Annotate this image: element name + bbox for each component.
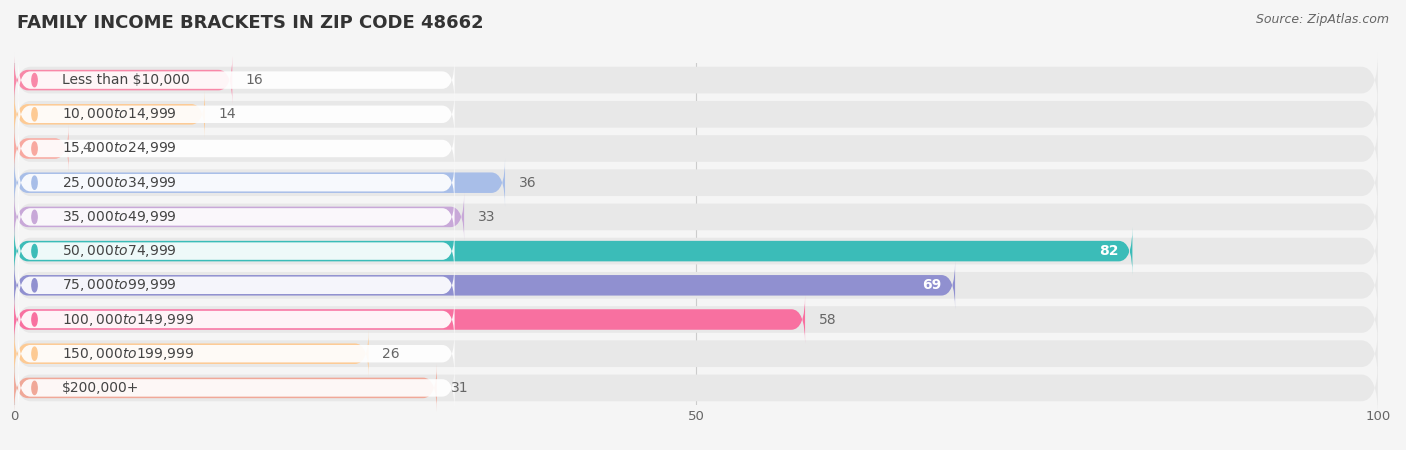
Text: 26: 26 <box>382 346 399 361</box>
Circle shape <box>32 347 37 360</box>
Circle shape <box>32 73 37 87</box>
FancyBboxPatch shape <box>18 332 454 376</box>
Circle shape <box>32 313 37 326</box>
Text: $75,000 to $99,999: $75,000 to $99,999 <box>62 277 177 293</box>
Text: $10,000 to $14,999: $10,000 to $14,999 <box>62 106 177 122</box>
FancyBboxPatch shape <box>18 263 454 307</box>
FancyBboxPatch shape <box>14 261 955 309</box>
FancyBboxPatch shape <box>14 90 205 138</box>
Text: FAMILY INCOME BRACKETS IN ZIP CODE 48662: FAMILY INCOME BRACKETS IN ZIP CODE 48662 <box>17 14 484 32</box>
Text: $15,000 to $24,999: $15,000 to $24,999 <box>62 140 177 157</box>
FancyBboxPatch shape <box>14 360 1378 416</box>
Text: 82: 82 <box>1099 244 1119 258</box>
Circle shape <box>32 381 37 395</box>
Text: $150,000 to $199,999: $150,000 to $199,999 <box>62 346 194 362</box>
Text: 31: 31 <box>450 381 468 395</box>
FancyBboxPatch shape <box>18 297 454 342</box>
Text: 58: 58 <box>818 312 837 327</box>
Text: $200,000+: $200,000+ <box>62 381 139 395</box>
Text: $25,000 to $34,999: $25,000 to $34,999 <box>62 175 177 191</box>
FancyBboxPatch shape <box>14 155 1378 211</box>
FancyBboxPatch shape <box>14 292 1378 347</box>
FancyBboxPatch shape <box>14 330 368 378</box>
FancyBboxPatch shape <box>18 366 454 410</box>
FancyBboxPatch shape <box>14 86 1378 142</box>
FancyBboxPatch shape <box>18 58 454 102</box>
FancyBboxPatch shape <box>14 364 437 412</box>
FancyBboxPatch shape <box>14 125 69 172</box>
Circle shape <box>32 176 37 189</box>
Circle shape <box>32 210 37 224</box>
Text: 33: 33 <box>478 210 495 224</box>
Text: Less than $10,000: Less than $10,000 <box>62 73 190 87</box>
Circle shape <box>32 108 37 121</box>
Text: $35,000 to $49,999: $35,000 to $49,999 <box>62 209 177 225</box>
Text: 4: 4 <box>82 141 91 156</box>
FancyBboxPatch shape <box>14 159 505 207</box>
FancyBboxPatch shape <box>18 126 454 171</box>
FancyBboxPatch shape <box>14 257 1378 313</box>
FancyBboxPatch shape <box>18 195 454 239</box>
FancyBboxPatch shape <box>14 193 464 241</box>
Text: 16: 16 <box>246 73 264 87</box>
FancyBboxPatch shape <box>14 223 1378 279</box>
Text: 36: 36 <box>519 176 536 190</box>
FancyBboxPatch shape <box>14 326 1378 382</box>
Circle shape <box>32 142 37 155</box>
FancyBboxPatch shape <box>14 296 806 343</box>
Text: $50,000 to $74,999: $50,000 to $74,999 <box>62 243 177 259</box>
FancyBboxPatch shape <box>14 121 1378 176</box>
Circle shape <box>32 244 37 258</box>
Text: $100,000 to $149,999: $100,000 to $149,999 <box>62 311 194 328</box>
FancyBboxPatch shape <box>14 52 1378 108</box>
FancyBboxPatch shape <box>18 161 454 205</box>
FancyBboxPatch shape <box>18 229 454 273</box>
FancyBboxPatch shape <box>14 189 1378 245</box>
FancyBboxPatch shape <box>18 92 454 136</box>
Text: 14: 14 <box>219 107 236 122</box>
Circle shape <box>32 279 37 292</box>
Text: Source: ZipAtlas.com: Source: ZipAtlas.com <box>1256 14 1389 27</box>
Text: 69: 69 <box>922 278 942 293</box>
FancyBboxPatch shape <box>14 227 1132 275</box>
FancyBboxPatch shape <box>14 56 232 104</box>
